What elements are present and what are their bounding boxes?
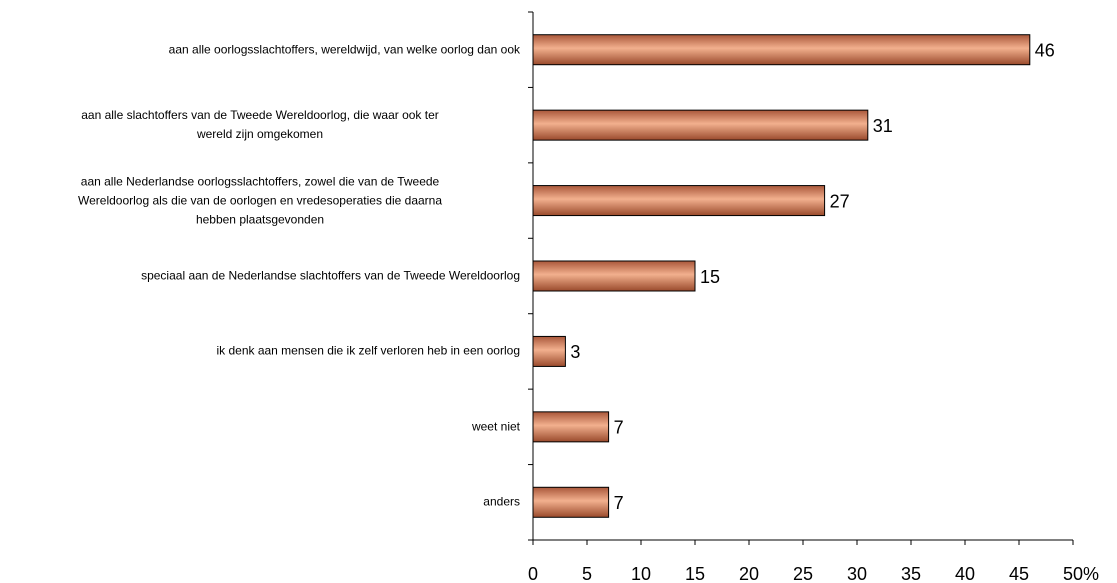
category-label: anders [483,494,520,509]
value-label: 46 [1035,40,1055,60]
category-label: speciaal aan de Nederlandse slachtoffers… [141,268,520,283]
x-tick-label: 15 [685,564,705,583]
x-tick-label: 45 [1009,564,1029,583]
x-tick-label: 35 [901,564,921,583]
bar [532,411,610,443]
category-label: aan alle Nederlandse oorlogsslachtoffers… [77,174,443,227]
value-label: 7 [614,418,624,438]
value-label: 15 [700,267,720,287]
x-tick-label: 10 [631,564,651,583]
category-label: ik denk aan mensen die ik zelf verloren … [216,343,520,358]
category-label: weet niet [471,419,520,434]
bar [532,486,610,518]
x-tick-label: 25 [793,564,813,583]
value-label: 27 [830,191,850,211]
bar [532,109,869,141]
x-tick-label: 40 [955,564,975,583]
category-label: aan alle slachtoffers van de Tweede Were… [81,108,439,142]
bar [532,260,696,292]
category-label: aan alle oorlogsslachtoffers, wereldwijd… [168,42,520,57]
value-label: 7 [614,493,624,513]
x-tick-label: 5 [582,564,592,583]
x-tick-label: 30 [847,564,867,583]
bar [532,185,826,217]
x-tick-label: 50% [1063,564,1099,583]
bar [532,34,1031,66]
x-tick-label: 20 [739,564,759,583]
value-label: 31 [873,116,893,136]
x-tick-label: 0 [528,564,538,583]
value-label: 3 [570,342,580,362]
bar [532,335,566,367]
